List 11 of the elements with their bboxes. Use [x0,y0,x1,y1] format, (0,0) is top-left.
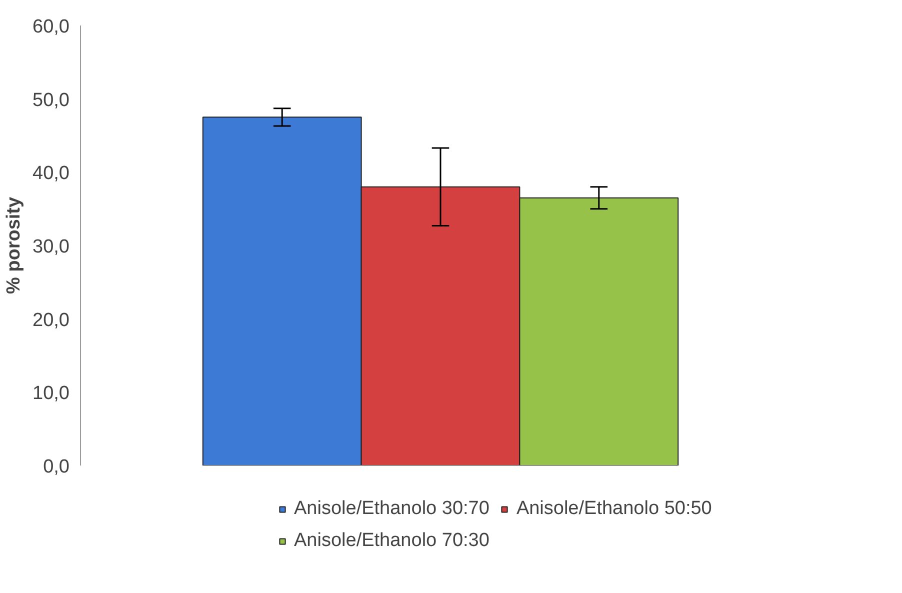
y-tick-label: 60,0 [32,16,70,38]
y-axis-title: % porosity [4,196,25,294]
y-tick-label: 30,0 [32,236,70,258]
y-tick-label: 50,0 [32,90,70,111]
y-tick-label: 20,0 [32,310,70,331]
legend-label: Anisole/Ethanolo 30:70 [294,498,490,520]
y-tick-label: 10,0 [32,383,70,404]
y-tick-label: 40,0 [32,163,70,184]
legend-label: Anisole/Ethanolo 70:30 [294,530,490,552]
y-tick-label: 0,0 [43,456,70,478]
legend-label: Anisole/Ethanolo 50:50 [516,498,712,520]
